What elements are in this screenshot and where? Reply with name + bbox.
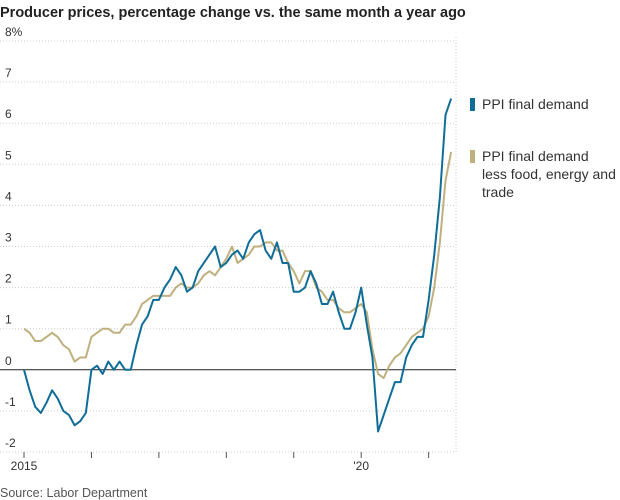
y-tick-label: 3 xyxy=(5,231,12,245)
y-tick-label: 2 xyxy=(5,272,12,286)
y-tick-label: 8% xyxy=(5,25,23,39)
chart-title: Producer prices, percentage change vs. t… xyxy=(0,5,466,21)
y-tick-label: 7 xyxy=(5,66,12,80)
source: Source: Labor Department xyxy=(0,486,148,500)
x-tick-label: '20 xyxy=(353,459,369,473)
y-tick-label: -2 xyxy=(5,436,16,450)
y-tick-label: 0 xyxy=(5,354,12,368)
series-line xyxy=(23,151,453,380)
y-tick-label: 5 xyxy=(5,148,12,162)
series-line xyxy=(23,98,453,433)
y-tick-label: 6 xyxy=(5,107,12,121)
y-tick-label: 1 xyxy=(5,313,12,327)
y-tick-label: -1 xyxy=(5,395,16,409)
x-tick-label: 2015 xyxy=(11,459,38,473)
legend-swatch xyxy=(470,98,475,111)
legend-label: PPI final demand less food, energy and t… xyxy=(482,148,616,200)
legend-label: PPI final demand xyxy=(482,96,589,112)
legend-swatch xyxy=(470,150,475,163)
y-tick-label: 4 xyxy=(5,189,12,203)
